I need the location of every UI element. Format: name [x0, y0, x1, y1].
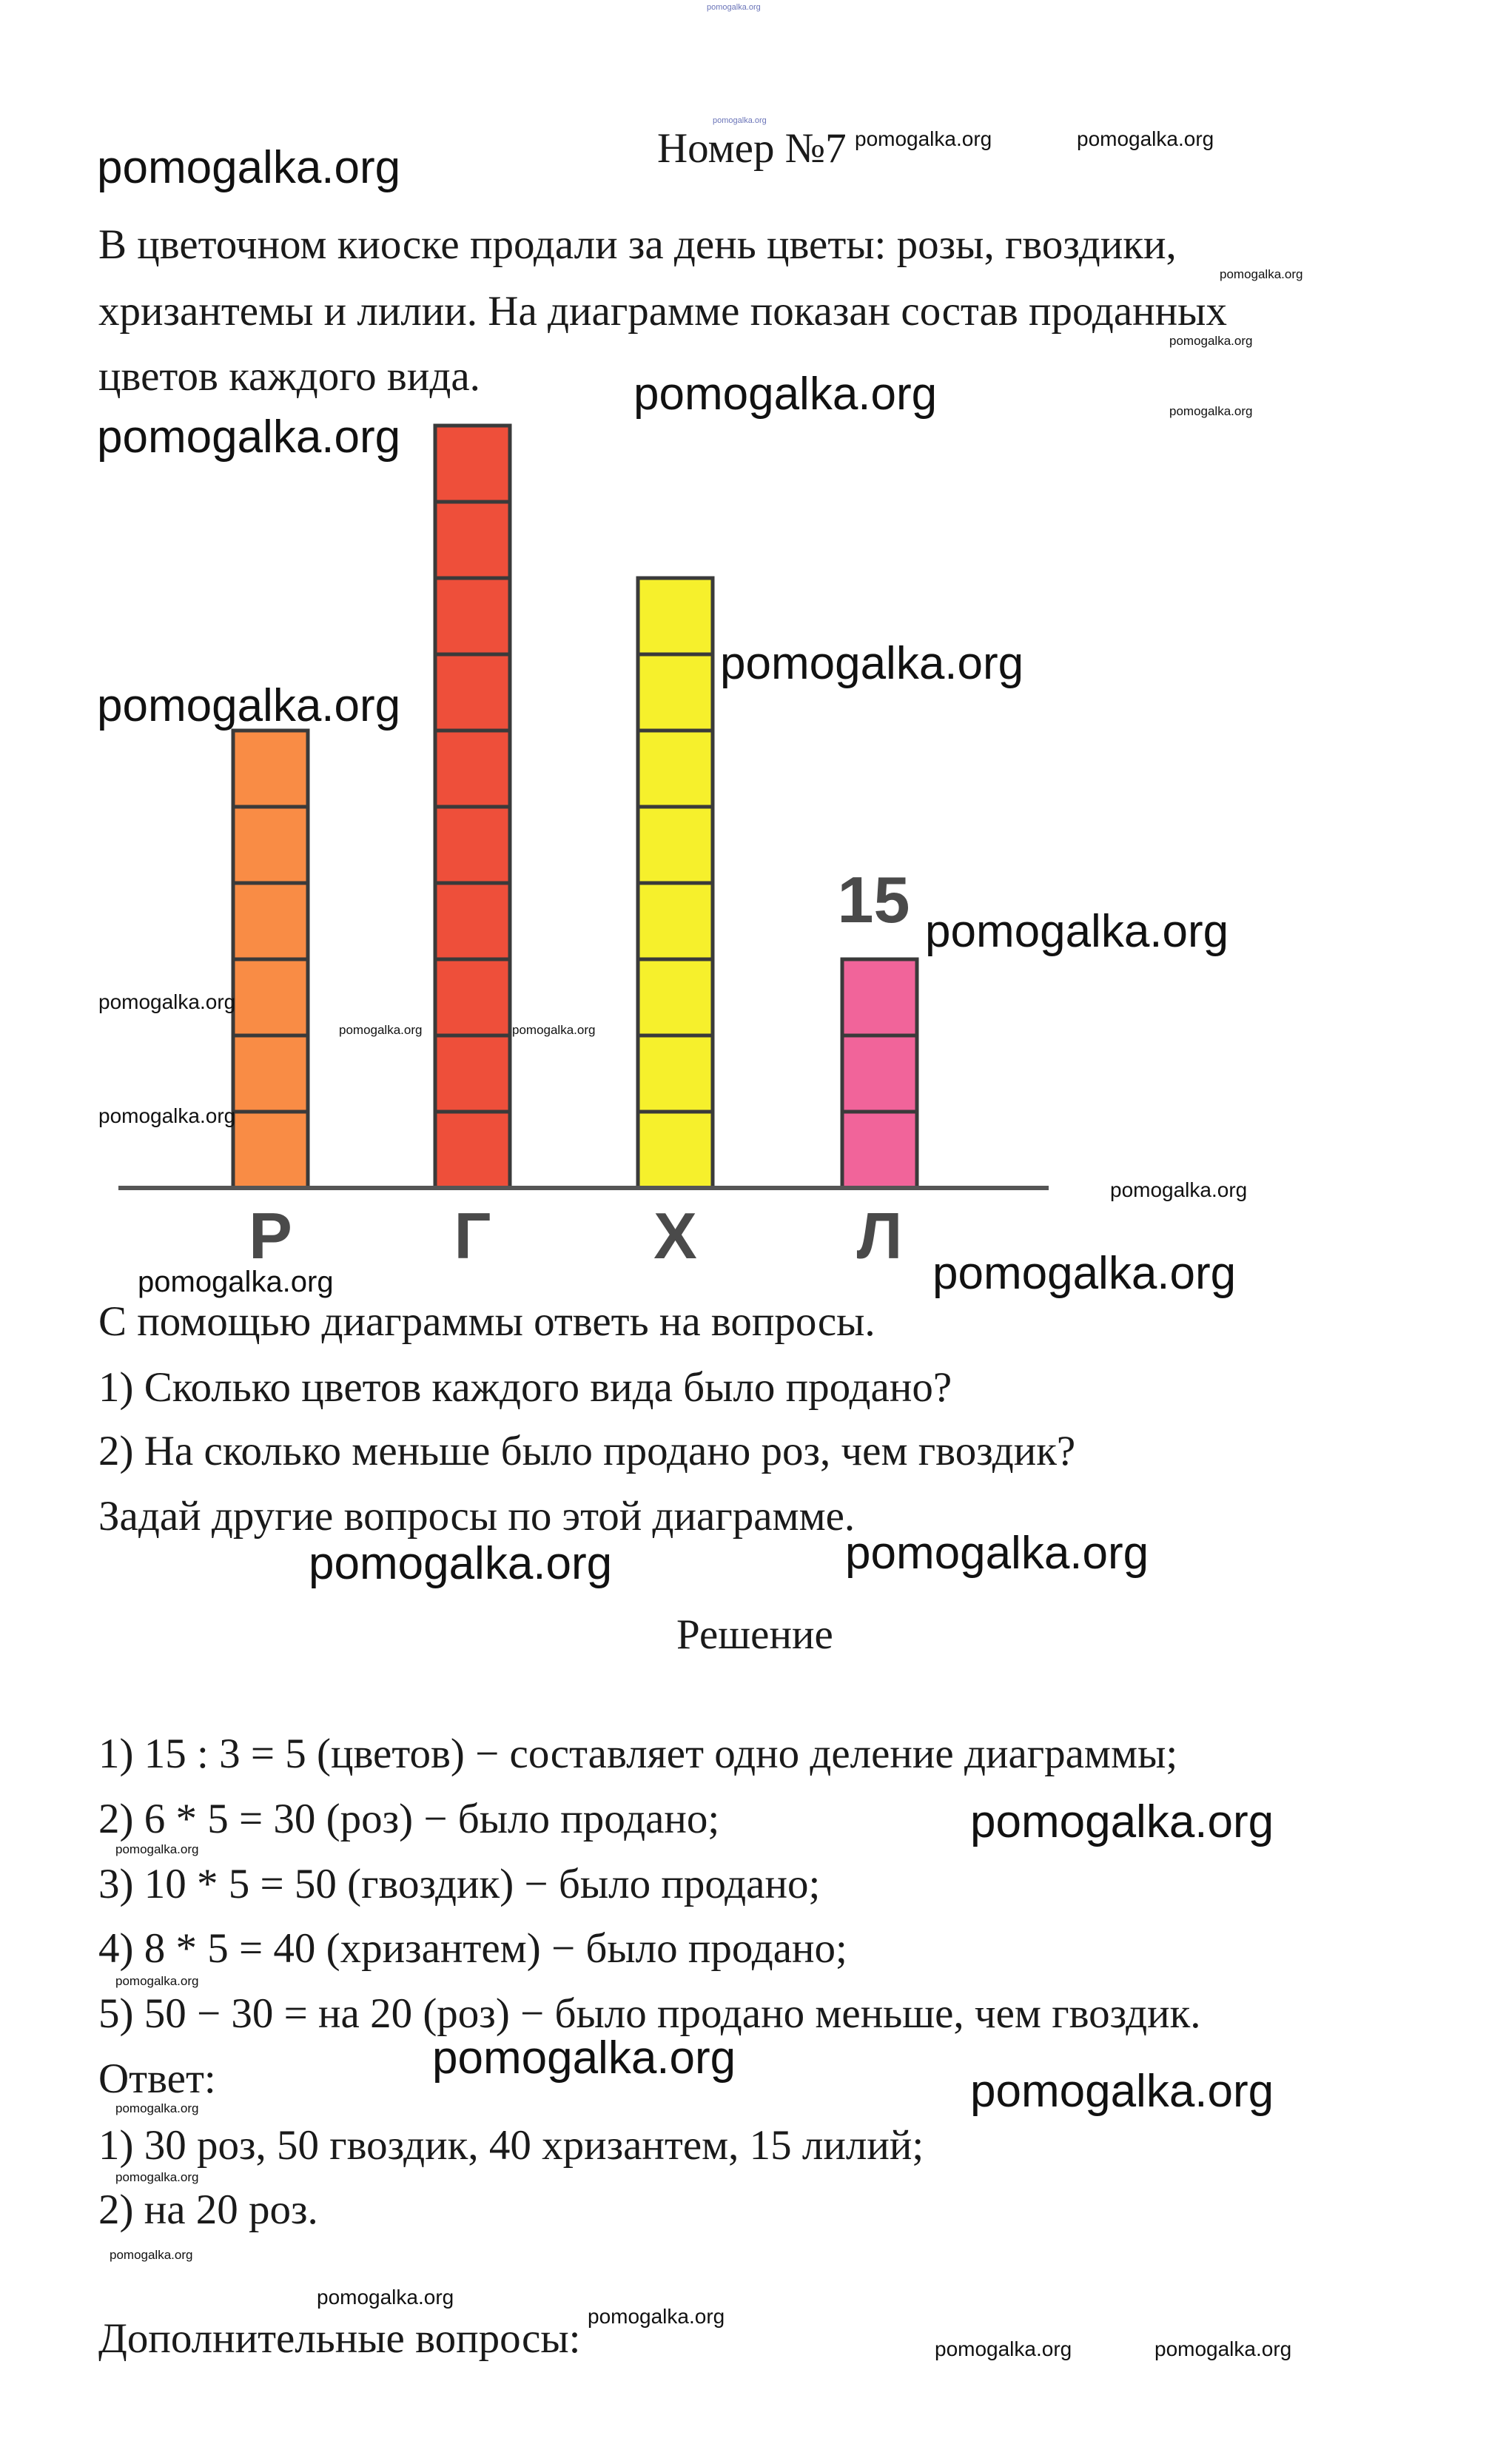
- question-2: 2) На сколько меньше было продано роз, ч…: [98, 1428, 1076, 1474]
- watermark: pomogalka.org: [925, 906, 1229, 957]
- watermark: pomogalka.org: [97, 680, 401, 731]
- watermark: pomogalka.org: [115, 2101, 199, 2115]
- questions-intro: С помощью диаграммы ответь на вопросы.: [98, 1298, 875, 1345]
- watermark: pomogalka.org: [970, 1796, 1274, 1847]
- watermark: pomogalka.org: [1154, 2337, 1292, 2360]
- watermark: pomogalka.org: [707, 3, 761, 12]
- bar-value-label: 15: [838, 863, 910, 936]
- solution-line-1: 1) 15 : 3 = 5 (цветов) − составляет одно…: [98, 1730, 1178, 1777]
- watermark: pomogalka.org: [1077, 127, 1214, 150]
- category-label: Г: [454, 1199, 491, 1272]
- watermark: pomogalka.org: [1169, 404, 1253, 418]
- watermark: pomogalka.org: [97, 412, 401, 463]
- watermark: pomogalka.org: [970, 2066, 1274, 2117]
- bar-4: [840, 957, 919, 1190]
- answer-label: Ответ:: [98, 2055, 216, 2102]
- watermark: pomogalka.org: [713, 116, 767, 125]
- category-label: Х: [653, 1199, 697, 1272]
- watermark: pomogalka.org: [138, 1266, 334, 1298]
- solution-line-2: 2) 6 * 5 = 30 (роз) − было продано;: [98, 1796, 720, 1842]
- watermark: pomogalka.org: [317, 2286, 454, 2309]
- question-1: 1) Сколько цветов каждого вида было прод…: [98, 1364, 952, 1411]
- watermark: pomogalka.org: [845, 1528, 1149, 1579]
- watermark: pomogalka.org: [97, 142, 401, 193]
- watermark: pomogalka.org: [588, 2305, 725, 2328]
- watermark: pomogalka.org: [720, 638, 1024, 689]
- watermark: pomogalka.org: [1220, 267, 1303, 281]
- watermark: pomogalka.org: [432, 2032, 736, 2084]
- watermark: pomogalka.org: [855, 127, 992, 150]
- watermark: pomogalka.org: [115, 1974, 199, 1988]
- page-title: Номер №7: [657, 125, 847, 172]
- watermark: pomogalka.org: [98, 1104, 236, 1127]
- solution-line-4: 4) 8 * 5 = 40 (хризантем) − было продано…: [98, 1925, 847, 1972]
- solution-line-3: 3) 10 * 5 = 50 (гвоздик) − было продано;: [98, 1861, 821, 1907]
- watermark: pomogalka.org: [309, 1538, 613, 1589]
- problem-line-1: В цветочном киоске продали за день цветы…: [98, 221, 1177, 268]
- watermark: pomogalka.org: [339, 1023, 423, 1037]
- answer-line-1: 1) 30 роз, 50 гвоздик, 40 хризантем, 15 …: [98, 2122, 924, 2169]
- watermark: pomogalka.org: [110, 2248, 193, 2262]
- watermark: pomogalka.org: [633, 369, 938, 420]
- problem-line-2: хризантемы и лилии. На диаграмме показан…: [98, 288, 1227, 335]
- category-label: Р: [249, 1199, 292, 1272]
- extra-questions-heading: Дополнительные вопросы:: [98, 2315, 581, 2362]
- watermark: pomogalka.org: [935, 2337, 1072, 2360]
- watermark: pomogalka.org: [115, 1842, 199, 1856]
- watermark: pomogalka.org: [932, 1248, 1237, 1299]
- watermark: pomogalka.org: [512, 1023, 596, 1037]
- flower-chart: Р Г Х Л 15: [118, 423, 1049, 1272]
- watermark: pomogalka.org: [1169, 334, 1253, 348]
- category-label: Л: [857, 1199, 903, 1272]
- solution-heading: Решение: [676, 1611, 833, 1658]
- problem-line-3: цветов каждого вида.: [98, 353, 480, 400]
- answer-line-2: 2) на 20 роз.: [98, 2186, 318, 2233]
- watermark: pomogalka.org: [1110, 1178, 1248, 1201]
- questions-outro: Задай другие вопросы по этой диаграмме.: [98, 1493, 856, 1540]
- watermark: pomogalka.org: [98, 990, 236, 1013]
- solution-line-5: 5) 50 − 30 = на 20 (роз) − было продано …: [98, 1990, 1201, 2037]
- watermark: pomogalka.org: [115, 2170, 199, 2184]
